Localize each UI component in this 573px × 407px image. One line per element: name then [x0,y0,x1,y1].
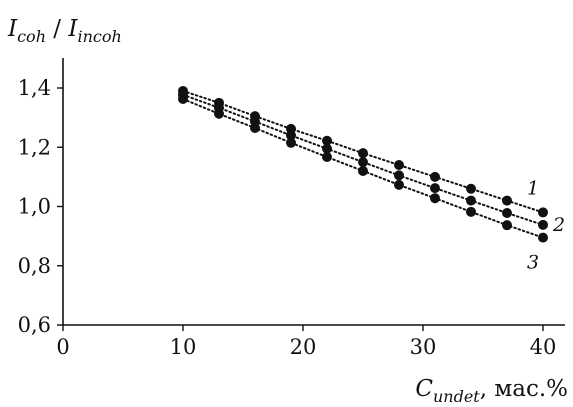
y-axis-title-main: I [7,16,18,42]
data-point [322,135,332,146]
y-axis-title: Icoh / Iincoh [7,16,122,46]
x-tick-label: 0 [56,335,69,359]
data-point [466,195,476,206]
x-axis-title-sub: undet [433,387,480,406]
y-tick-label: 0,8 [18,254,51,278]
x-tick-label: 30 [410,335,437,359]
data-point [430,193,440,204]
data-point [178,93,188,104]
data-point [358,157,368,168]
data-point [538,207,548,218]
data-point [358,148,368,159]
ticks: 0,6 0,8 1,0 1,2 1,4 0 10 20 30 40 [18,76,557,359]
data-point [538,232,548,243]
y-tick-label: 1,2 [18,135,51,159]
data-point [286,137,296,148]
x-tick-label: 20 [290,335,317,359]
x-axis-title-suffix: , мас.% [480,376,568,402]
y-axis-title-main-sub: coh [17,27,46,46]
data-point [286,130,296,141]
data-point [502,195,512,206]
data-point [322,143,332,154]
data-point [322,152,332,163]
data-point [214,108,224,119]
y-tick-label: 0,6 [18,313,51,337]
y-tick-label: 1,4 [18,76,51,100]
series-1: 1 [178,85,548,218]
series-3: 3 [178,93,548,274]
y-axis-title-separator: / [46,16,68,42]
data-point [466,183,476,194]
data-point [430,171,440,182]
series-3-label: 3 [527,252,539,274]
y-tick-label: 1,0 [18,195,51,219]
data-point [430,183,440,194]
series-1-label: 1 [527,177,539,199]
data-point [394,179,404,190]
series-2-label: 2 [552,214,565,236]
data-point [502,208,512,219]
y-axis-title-second: I [67,16,78,42]
data-point [538,219,548,230]
axes [62,58,565,326]
y-axis-title-second-sub: incoh [77,27,121,46]
x-axis-title-main: C [415,376,433,402]
data-point [250,122,260,133]
x-tick-label: 10 [170,335,197,359]
x-tick-label: 40 [530,335,557,359]
data-point [466,206,476,217]
data-point [394,160,404,171]
data-point [358,165,368,176]
data-point [394,170,404,181]
series-2-line [182,93,544,226]
x-axis-title: Cundet, мас.% [415,376,568,406]
data-series: 123 [178,85,565,274]
series-2: 2 [178,89,565,236]
data-point [502,220,512,231]
axis-titles: Icoh / Iincoh Cundet, мас.% [7,16,568,406]
